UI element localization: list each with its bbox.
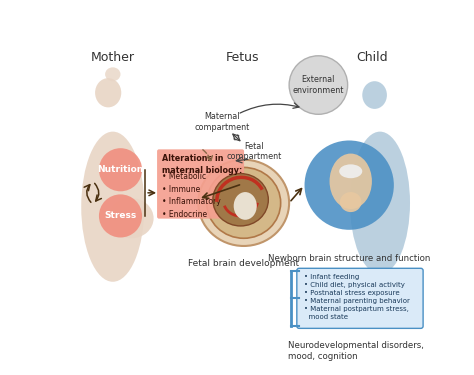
Text: • Infant feeding
• Child diet, physical activity
• Postnatal stress exposure
• M: • Infant feeding • Child diet, physical … [304, 274, 410, 320]
Text: Mother: Mother [91, 51, 135, 64]
Text: Newborn brain structure and function: Newborn brain structure and function [268, 255, 430, 264]
Ellipse shape [340, 192, 362, 212]
Ellipse shape [350, 132, 410, 274]
Circle shape [304, 141, 394, 230]
Ellipse shape [207, 167, 281, 238]
Text: External
environment: External environment [293, 75, 344, 95]
Ellipse shape [198, 160, 289, 246]
Ellipse shape [329, 154, 372, 209]
Text: • Metabolic
• Immune
• Inflammatory
• Endocrine: • Metabolic • Immune • Inflammatory • En… [162, 172, 221, 219]
Ellipse shape [81, 132, 145, 282]
Ellipse shape [95, 78, 121, 107]
Ellipse shape [105, 68, 120, 81]
Ellipse shape [213, 174, 268, 226]
Ellipse shape [234, 192, 257, 220]
Circle shape [289, 56, 347, 114]
Text: Child: Child [356, 51, 388, 64]
Text: Fetal
compartment: Fetal compartment [227, 141, 282, 161]
Ellipse shape [362, 81, 387, 109]
Text: Neurodevelopmental disorders,
mood, cognition: Neurodevelopmental disorders, mood, cogn… [288, 342, 423, 361]
Text: Alterations in
maternal biology:: Alterations in maternal biology: [162, 154, 242, 175]
Ellipse shape [109, 198, 154, 238]
FancyBboxPatch shape [157, 149, 244, 219]
Text: Fetal brain development: Fetal brain development [188, 259, 299, 268]
Text: Nutrition: Nutrition [97, 165, 144, 174]
FancyBboxPatch shape [297, 268, 423, 328]
Text: Stress: Stress [104, 211, 137, 220]
Text: Fetus: Fetus [226, 51, 260, 64]
Circle shape [99, 194, 142, 237]
Text: Maternal
compartment: Maternal compartment [194, 112, 250, 132]
Circle shape [99, 148, 142, 191]
Ellipse shape [339, 164, 362, 178]
